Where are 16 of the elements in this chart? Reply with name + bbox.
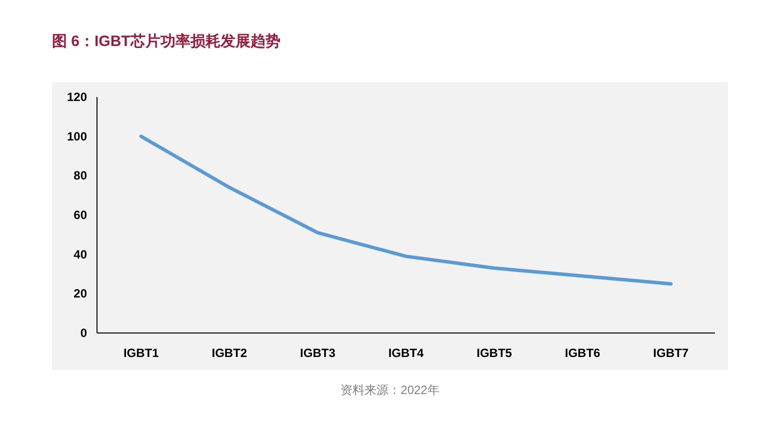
xtick: IGBT3 bbox=[300, 346, 336, 360]
xtick: IGBT7 bbox=[653, 346, 689, 360]
title: 图 6：IGBT芯片功率损耗发展趋势 bbox=[52, 33, 280, 50]
ytick: 100 bbox=[66, 129, 87, 144]
xtick: IGBT1 bbox=[123, 346, 159, 360]
annotation: 资料来源：2022年 bbox=[340, 383, 440, 397]
ytick: 80 bbox=[74, 168, 87, 183]
xtick: IGBT4 bbox=[388, 346, 424, 360]
xtick: IGBT5 bbox=[476, 346, 512, 360]
xtick: IGBT6 bbox=[564, 346, 600, 360]
xtick: IGBT2 bbox=[212, 346, 248, 360]
ytick: 60 bbox=[74, 208, 87, 222]
ytick: 40 bbox=[74, 247, 87, 262]
ytick: 120 bbox=[66, 90, 87, 104]
ytick: 0 bbox=[80, 326, 87, 340]
ytick: 20 bbox=[74, 286, 87, 301]
